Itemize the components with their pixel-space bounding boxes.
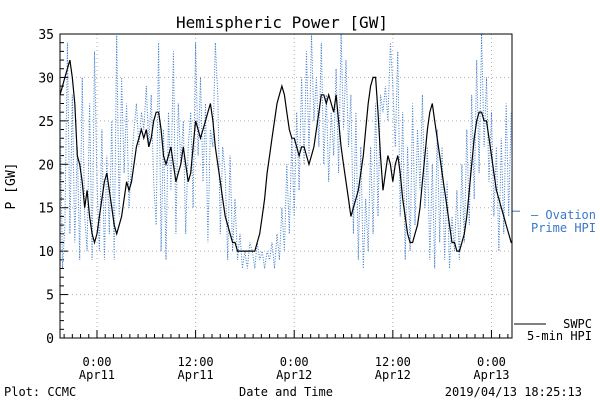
- legend-ovation-label-line2: Prime HPI: [531, 221, 596, 235]
- x-tick-date-label: Apr12: [276, 368, 312, 382]
- x-tick-date-label: Apr11: [178, 368, 214, 382]
- axis-layer: 051015202530350:00Apr1112:00Apr110:00Apr…: [38, 28, 520, 382]
- series-layer: [60, 34, 512, 269]
- legend-swpc-label-line1: SWPC: [563, 317, 592, 331]
- y-axis-label: P [GW]: [4, 163, 19, 210]
- y-tick-label: 20: [38, 158, 54, 173]
- y-tick-label: 30: [38, 71, 54, 86]
- x-tick-time-label: 12:00: [375, 355, 411, 369]
- series-ovation-prime-line: [60, 34, 512, 269]
- x-axis-label: Date and Time: [239, 385, 333, 399]
- legend-swpc-label-line2: 5-min HPI: [527, 329, 592, 343]
- chart-title: Hemispheric Power [GW]: [176, 13, 388, 32]
- x-tick-time-label: 0:00: [83, 355, 112, 369]
- x-tick-time-label: 0:00: [477, 355, 506, 369]
- y-tick-label: 10: [38, 245, 54, 260]
- y-tick-label: 25: [38, 115, 54, 130]
- y-tick-label: 15: [38, 202, 54, 217]
- legend-ovation-label-line1: — Ovation: [531, 208, 596, 222]
- plot-credit: Plot: CCMC: [4, 385, 76, 399]
- x-tick-time-label: 12:00: [178, 355, 214, 369]
- series-swpc-line: [60, 59, 512, 252]
- x-tick-date-label: Apr11: [79, 368, 115, 382]
- x-tick-date-label: Apr12: [375, 368, 411, 382]
- y-tick-label: 35: [38, 28, 54, 43]
- x-tick-date-label: Apr13: [473, 368, 509, 382]
- x-tick-time-label: 0:00: [280, 355, 309, 369]
- plot-timestamp: 2019/04/13 18:25:13: [445, 385, 582, 399]
- y-tick-label: 0: [46, 332, 54, 347]
- y-tick-label: 5: [46, 289, 54, 304]
